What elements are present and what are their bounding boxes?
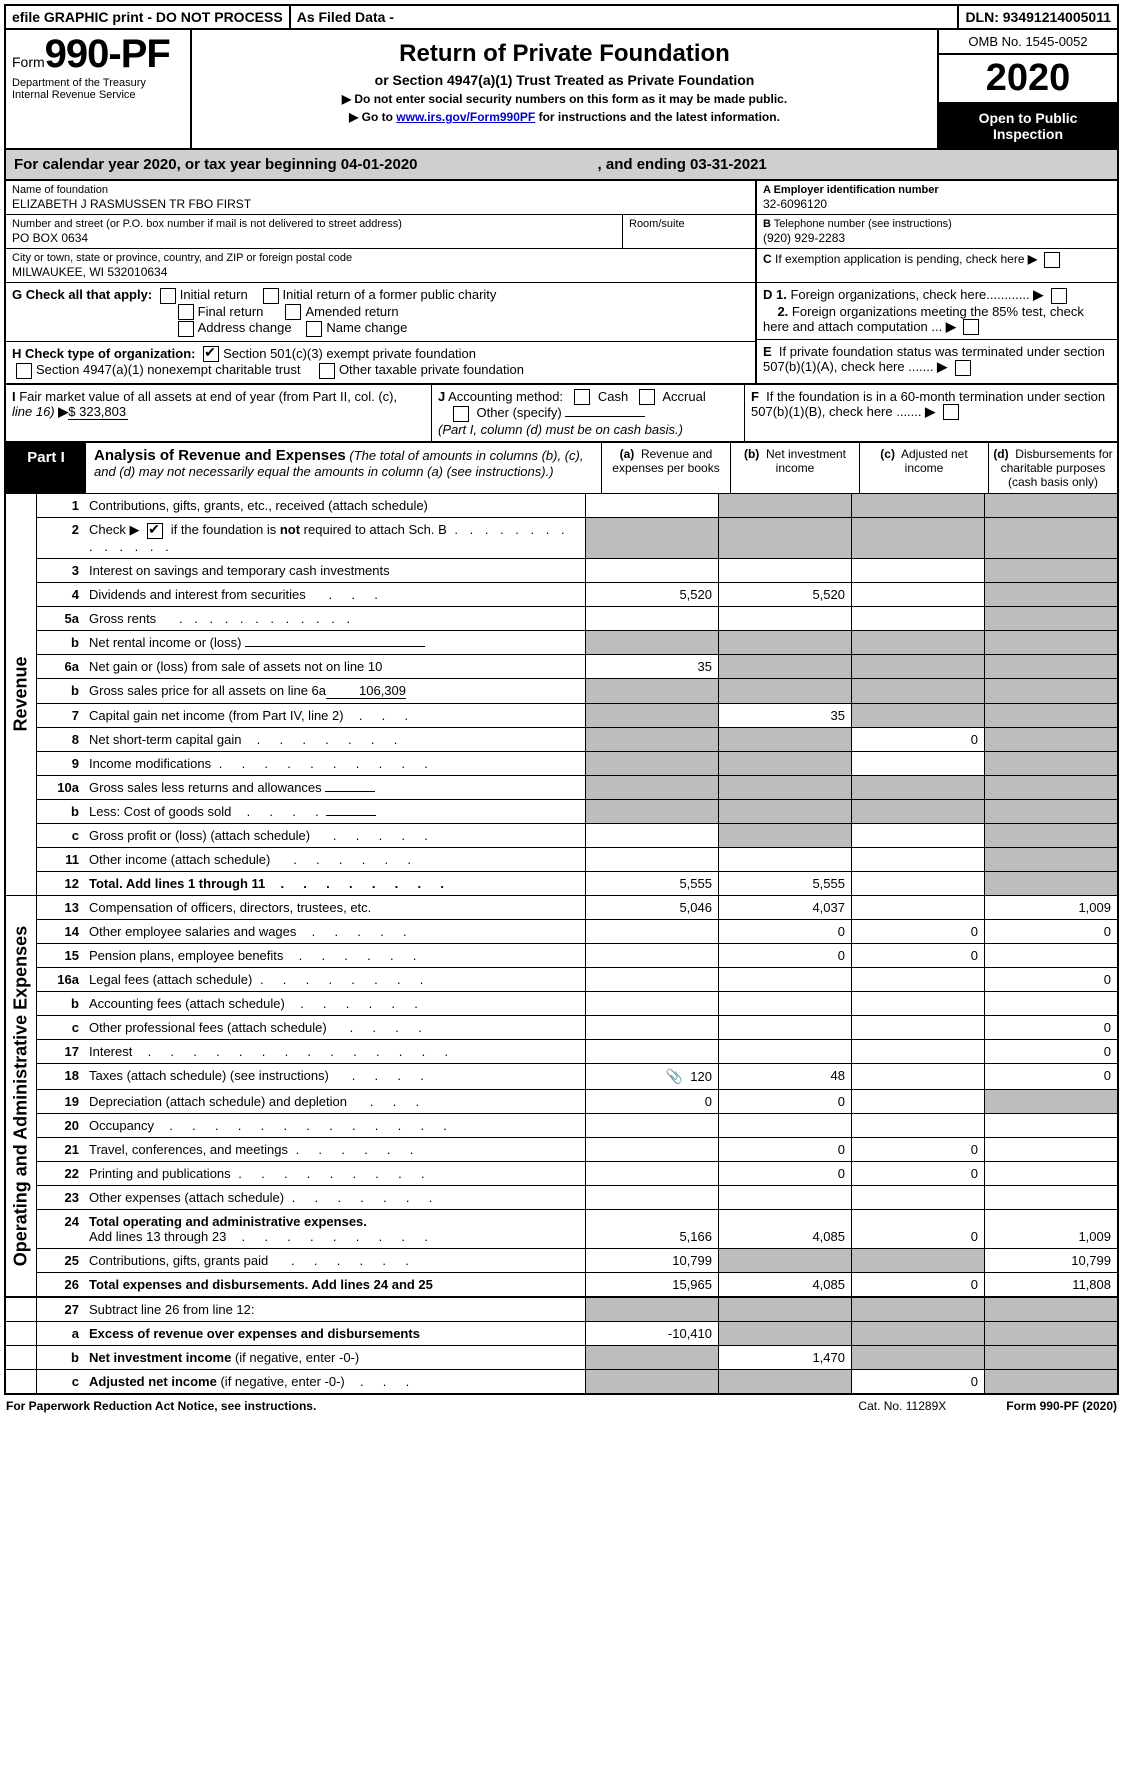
part1-label: Part I: [6, 443, 86, 493]
name-label: Name of foundation: [12, 184, 749, 196]
c-label: C If exemption application is pending, c…: [763, 252, 1025, 266]
col-c-header: (c) Adjusted net income: [860, 443, 989, 493]
ein-label: A Employer identification number: [763, 184, 1111, 196]
g-final[interactable]: [178, 304, 194, 320]
ein-value: 32-6096120: [763, 197, 1111, 211]
tel-label: B Telephone number (see instructions): [763, 218, 1111, 230]
revenue-tab: Revenue: [6, 494, 37, 895]
j-other[interactable]: [453, 406, 469, 422]
form-subtitle: or Section 4947(a)(1) Trust Treated as P…: [198, 72, 931, 88]
form-number: Form990-PF: [12, 32, 184, 77]
g-address-change[interactable]: [178, 321, 194, 337]
calendar-year-row: For calendar year 2020, or tax year begi…: [4, 150, 1119, 181]
schB-checkbox[interactable]: [147, 523, 163, 539]
tax-year: 2020: [939, 55, 1117, 102]
footer-right: Form 990-PF (2020): [1006, 1399, 1117, 1413]
part1-title: Analysis of Revenue and Expenses: [94, 447, 346, 464]
line27-table: 27Subtract line 26 from line 12: aExcess…: [4, 1298, 1119, 1395]
col-d-header: (d) Disbursements for charitable purpose…: [989, 443, 1117, 493]
room-label: Room/suite: [629, 218, 749, 230]
revenue-table: Revenue 1Contributions, gifts, grants, e…: [4, 494, 1119, 896]
col-b-header: (b) Net investment income: [731, 443, 860, 493]
j-accrual[interactable]: [639, 389, 655, 405]
g-name-change[interactable]: [306, 321, 322, 337]
col-a-header: (a) Revenue and expenses per books: [602, 443, 731, 493]
attachment-icon[interactable]: 📎: [666, 1068, 683, 1085]
footer-mid: Cat. No. 11289X: [858, 1399, 946, 1413]
expenses-table: Operating and Administrative Expenses 13…: [4, 896, 1119, 1298]
form-note-2: ▶ Go to www.irs.gov/Form990PF for instru…: [198, 110, 931, 124]
form-note-1: ▶ Do not enter social security numbers o…: [198, 92, 931, 106]
g-row: G Check all that apply: Initial return I…: [6, 283, 755, 342]
city-value: MILWAUKEE, WI 532010634: [12, 265, 749, 279]
footer-left: For Paperwork Reduction Act Notice, see …: [6, 1399, 316, 1413]
efile-label: efile GRAPHIC print - DO NOT PROCESS: [6, 6, 289, 28]
g-initial-return[interactable]: [160, 288, 176, 304]
h-other[interactable]: [319, 363, 335, 379]
tel-value: (920) 929-2283: [763, 231, 1111, 245]
form-header: Form990-PF Department of the Treasury In…: [4, 30, 1119, 150]
c-checkbox[interactable]: [1044, 252, 1060, 268]
addr-label: Number and street (or P.O. box number if…: [12, 218, 616, 230]
expenses-tab: Operating and Administrative Expenses: [6, 896, 37, 1296]
form-title: Return of Private Foundation: [198, 40, 931, 68]
e-checkbox[interactable]: [955, 360, 971, 376]
d1-row: D 1. Foreign organizations, check here..…: [757, 283, 1117, 340]
omb-number: OMB No. 1545-0052: [939, 30, 1117, 55]
checks-block: G Check all that apply: Initial return I…: [4, 283, 1119, 385]
dln: DLN: 93491214005011: [957, 6, 1117, 28]
dept-line-2: Internal Revenue Service: [12, 89, 184, 101]
h-row: H Check type of organization: Section 50…: [6, 342, 755, 383]
part1-header: Part I Analysis of Revenue and Expenses …: [4, 443, 1119, 494]
dept-line-1: Department of the Treasury: [12, 77, 184, 89]
j-cash[interactable]: [574, 389, 590, 405]
address: PO BOX 0634: [12, 231, 616, 245]
j-note: (Part I, column (d) must be on cash basi…: [438, 422, 683, 437]
page-footer: For Paperwork Reduction Act Notice, see …: [4, 1395, 1119, 1417]
d1-checkbox[interactable]: [1051, 288, 1067, 304]
asfiled-label: As Filed Data -: [289, 6, 400, 28]
identity-block: Name of foundation ELIZABETH J RASMUSSEN…: [4, 181, 1119, 283]
open-to-public: Open to Public Inspection: [939, 102, 1117, 148]
irs-link[interactable]: www.irs.gov/Form990PF: [396, 110, 535, 124]
h-4947[interactable]: [16, 363, 32, 379]
h-501c3[interactable]: [203, 346, 219, 362]
d2-checkbox[interactable]: [963, 319, 979, 335]
g-amended[interactable]: [285, 304, 301, 320]
e-row: E If private foundation status was termi…: [757, 340, 1117, 380]
foundation-name: ELIZABETH J RASMUSSEN TR FBO FIRST: [12, 197, 749, 211]
ijf-row: I Fair market value of all assets at end…: [4, 385, 1119, 443]
top-bar: efile GRAPHIC print - DO NOT PROCESS As …: [4, 4, 1119, 30]
f-checkbox[interactable]: [943, 404, 959, 420]
fmv-value: $ 323,803: [68, 404, 128, 420]
city-label: City or town, state or province, country…: [12, 252, 749, 264]
g-initial-former[interactable]: [263, 288, 279, 304]
